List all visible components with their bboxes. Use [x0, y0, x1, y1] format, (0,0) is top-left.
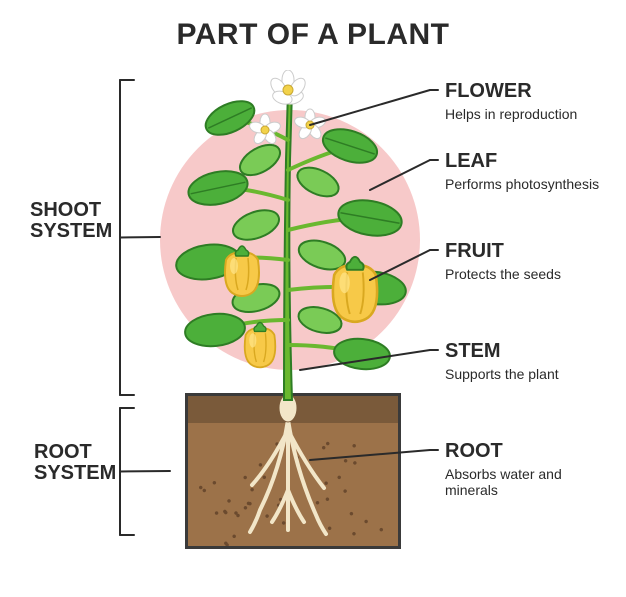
diagram-title: PART OF A PLANT — [0, 18, 626, 52]
fruit-desc: Protects the seeds — [445, 266, 561, 282]
flower-label: FLOWER — [445, 80, 532, 103]
leaf-label: LEAF — [445, 150, 497, 173]
stem-desc: Supports the plant — [445, 366, 559, 382]
flower-desc: Helps in reproduction — [445, 106, 577, 122]
leaf-desc: Performs photosynthesis — [445, 176, 599, 192]
fruit-label: FRUIT — [445, 240, 504, 263]
root-desc: Absorbs water and minerals — [445, 466, 605, 498]
root-label: ROOT — [445, 440, 503, 463]
plant-illustration — [160, 70, 420, 550]
shoot-system-label: SHOOT SYSTEM — [30, 200, 112, 242]
stem-label: STEM — [445, 340, 501, 363]
diagram-canvas: { "title": { "text": "PART OF A PLANT", … — [0, 0, 626, 597]
root-system-label: ROOT SYSTEM — [34, 442, 116, 484]
roots — [250, 394, 326, 534]
